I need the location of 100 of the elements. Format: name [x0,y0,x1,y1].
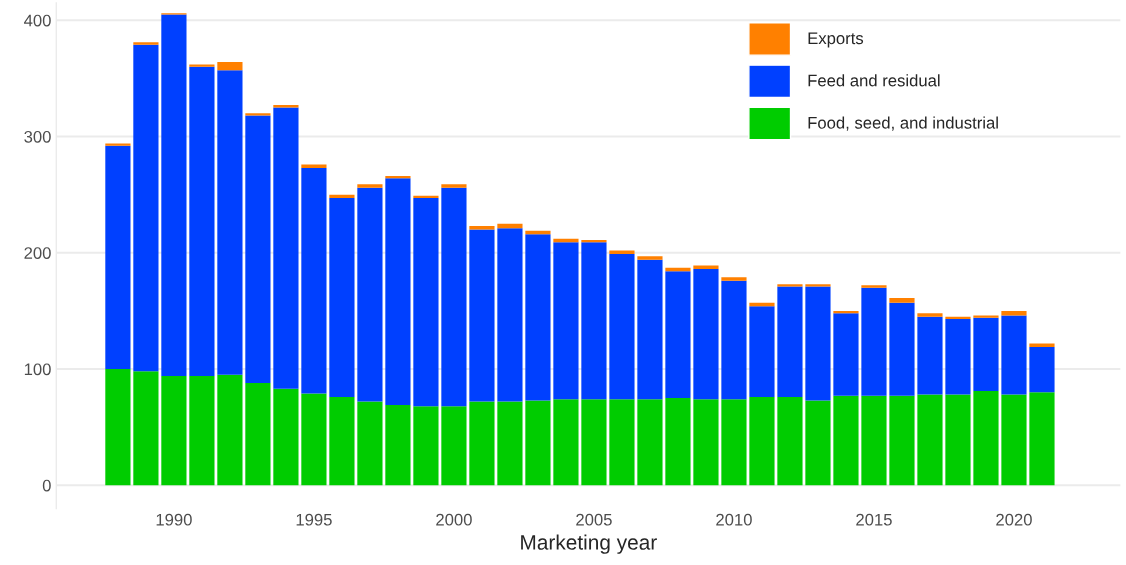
bar [861,287,887,396]
bar [217,62,243,71]
bar [357,184,383,188]
bar [1001,315,1027,395]
bar [329,396,355,486]
bar [441,406,467,486]
bar [945,319,971,395]
bar [889,298,915,303]
x-tick-label: 1990 [156,513,192,526]
bar [385,405,411,486]
bar [973,317,999,392]
bar [805,400,831,486]
bar [581,242,607,400]
x-axis-title: Marketing year [521,534,657,554]
bar [1029,346,1055,393]
bar [693,269,719,400]
bar [469,401,495,486]
bar [189,66,215,376]
y-tick-label: 400 [24,14,51,27]
bar [861,285,887,288]
bar [133,42,159,45]
bar [357,401,383,486]
bar [245,115,271,383]
bar [917,394,943,486]
bar [1029,343,1055,347]
bar [777,396,803,486]
bar [413,406,439,486]
y-tick-label: 100 [24,363,51,376]
x-tick-label: 2000 [436,513,472,526]
bar [329,198,355,397]
y-tick-label: 0 [42,479,51,492]
bar [133,371,159,486]
bar [833,313,859,396]
bar [469,229,495,402]
bar [301,393,327,486]
bar [357,187,383,402]
bar [525,234,551,401]
bar [665,271,691,399]
bar [637,256,663,260]
bar [945,394,971,486]
bar [861,395,887,486]
bar [889,302,915,396]
x-tick-label: 2010 [716,513,752,526]
bar [917,316,943,395]
bar [553,399,579,486]
bar [609,250,635,254]
bar [637,399,663,486]
bar [301,167,327,394]
bar [133,44,159,372]
bar [497,401,523,486]
bar [721,399,747,486]
bar [525,400,551,486]
bar [1001,310,1027,316]
bar [441,184,467,188]
y-tick-label: 300 [24,130,51,143]
bar [105,369,131,486]
bar [721,280,747,400]
bar [609,253,635,400]
y-tick-label: 200 [24,247,51,259]
bar [301,164,327,168]
bar [385,178,411,406]
bar [217,70,243,375]
bar [693,399,719,486]
bar [161,375,187,486]
x-tick-label: 2015 [856,513,892,526]
bar [749,396,775,486]
x-tick-label: 2020 [996,513,1032,526]
bar [161,14,187,376]
bar [889,395,915,486]
bar [973,391,999,486]
bar [665,398,691,486]
legend-label: Feed and residual [808,74,940,87]
bar [721,277,747,281]
legend-label: Food, seed, and industrial [808,116,998,131]
bar [105,143,131,146]
bar [105,145,131,369]
bar [441,187,467,407]
bar [1001,394,1027,486]
bar [217,374,243,486]
bar [609,399,635,486]
legend-label: Exports [808,32,864,48]
bar [189,64,215,67]
x-tick-label: 1995 [296,513,332,526]
bar [1029,392,1055,486]
bar [805,286,831,401]
bar [581,399,607,486]
bar [413,198,439,407]
bar [917,313,943,317]
bar [189,375,215,486]
bar [637,259,663,400]
bar [777,286,803,397]
bar [273,388,299,486]
x-tick-label: 2005 [576,513,612,526]
bar [469,226,495,230]
bar [497,228,523,402]
bar [833,395,859,486]
bar [749,306,775,397]
bar [553,242,579,400]
bar [245,113,271,116]
bar [245,382,271,486]
